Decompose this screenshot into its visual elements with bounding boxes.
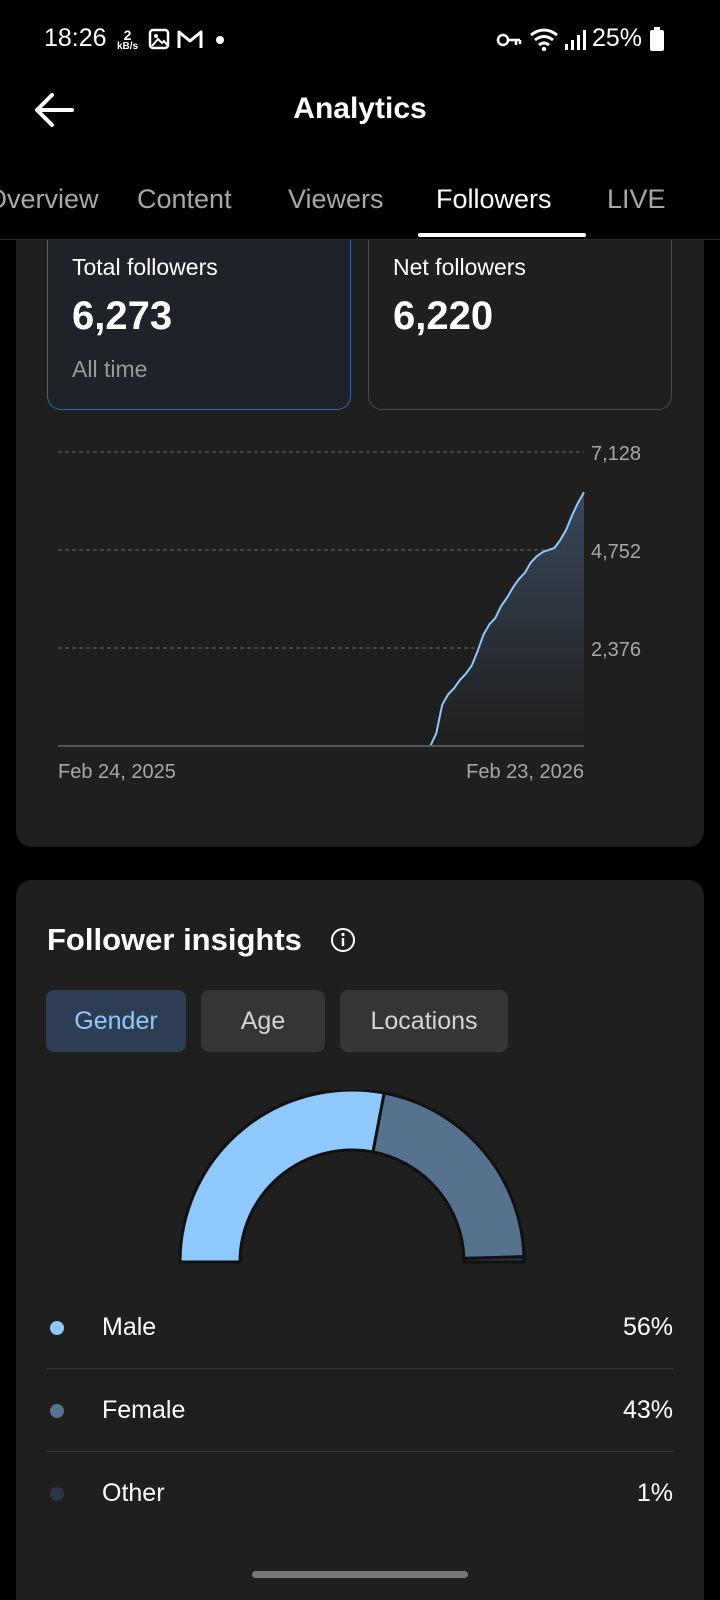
legend-row-male: Male 56% <box>47 1285 673 1369</box>
signal-icon <box>565 30 586 50</box>
legend-row-female: Female 43% <box>47 1368 673 1452</box>
y-tick-label: 4,752 <box>591 541 641 563</box>
tabs-fade <box>660 160 720 240</box>
network-speed-value: 2 <box>123 27 132 43</box>
followers-chart: 2,376 4,752 7,128 Feb 24, 2025 Feb 23, 2026 <box>58 443 641 783</box>
other-color-dot <box>50 1487 64 1501</box>
network-speed-unit: kB/s <box>117 41 139 52</box>
legend-value-female: 43% <box>622 1396 673 1424</box>
total-followers-box[interactable]: Total followers 6,273 All time <box>47 240 351 410</box>
vpn-key-icon <box>496 33 522 47</box>
analytics-tabs: Overview Content Viewers Followers LIVE <box>0 160 720 240</box>
followers-card: Total followers 6,273 All time Net follo… <box>16 240 704 847</box>
notification-dot-icon <box>216 36 224 44</box>
tab-overview[interactable]: Overview <box>0 184 99 214</box>
battery-percentage: 25% <box>591 24 642 52</box>
chip-gender[interactable]: Gender <box>46 990 186 1052</box>
legend-divider <box>47 1368 673 1369</box>
page-title: Analytics <box>293 92 427 125</box>
follower-insights-card: Follower insights Gender Age Locations M… <box>16 880 704 1600</box>
male-color-dot <box>50 1321 64 1335</box>
legend-row-other: Other 1% <box>47 1451 673 1535</box>
net-followers-box[interactable]: Net followers 6,220 <box>368 240 672 410</box>
net-followers-value: 6,220 <box>393 294 494 338</box>
gmail-icon <box>177 30 203 48</box>
tab-live[interactable]: LIVE <box>607 184 666 214</box>
total-followers-value: 6,273 <box>72 294 173 338</box>
donut-segment-other <box>462 1255 526 1264</box>
legend-value-other: 1% <box>636 1479 673 1507</box>
y-tick-label: 2,376 <box>591 639 641 661</box>
female-color-dot <box>50 1404 64 1418</box>
legend-label-female: Female <box>102 1396 186 1424</box>
home-indicator[interactable] <box>252 1571 468 1578</box>
total-followers-period: All time <box>72 356 148 382</box>
arrow-left-icon <box>35 93 74 127</box>
tab-followers[interactable]: Followers <box>436 184 552 214</box>
y-tick-label: 7,128 <box>591 443 641 465</box>
chip-age[interactable]: Age <box>201 990 325 1052</box>
back-button[interactable] <box>30 86 78 134</box>
info-icon[interactable] <box>329 926 357 954</box>
net-followers-label: Net followers <box>393 254 526 280</box>
chart-area-fill <box>58 492 584 746</box>
x-axis-end-label: Feb 23, 2026 <box>466 761 584 783</box>
active-tab-indicator <box>418 233 586 237</box>
status-bar: 18:26 2 kB/s 25% <box>0 0 720 80</box>
total-followers-label: Total followers <box>72 254 218 280</box>
legend-value-male: 56% <box>622 1313 673 1341</box>
wifi-icon <box>530 28 558 52</box>
network-speed: 2 kB/s <box>117 28 138 52</box>
donut-segment-male <box>178 1090 386 1264</box>
donut-segment-female <box>371 1091 526 1261</box>
gender-half-donut <box>178 1090 526 1264</box>
battery-icon <box>650 27 664 51</box>
legend-divider <box>47 1451 673 1452</box>
legend-label-other: Other <box>102 1479 165 1507</box>
x-axis-start-label: Feb 24, 2025 <box>58 761 176 783</box>
status-time: 18:26 <box>44 24 107 52</box>
insights-title: Follower insights <box>47 922 302 957</box>
tab-content[interactable]: Content <box>137 184 232 214</box>
legend-label-male: Male <box>102 1313 157 1341</box>
chart-series-line <box>429 491 585 747</box>
tab-viewers[interactable]: Viewers <box>288 184 384 214</box>
tabs-divider <box>0 239 720 240</box>
chip-locations[interactable]: Locations <box>340 990 508 1052</box>
gallery-icon <box>148 28 170 50</box>
